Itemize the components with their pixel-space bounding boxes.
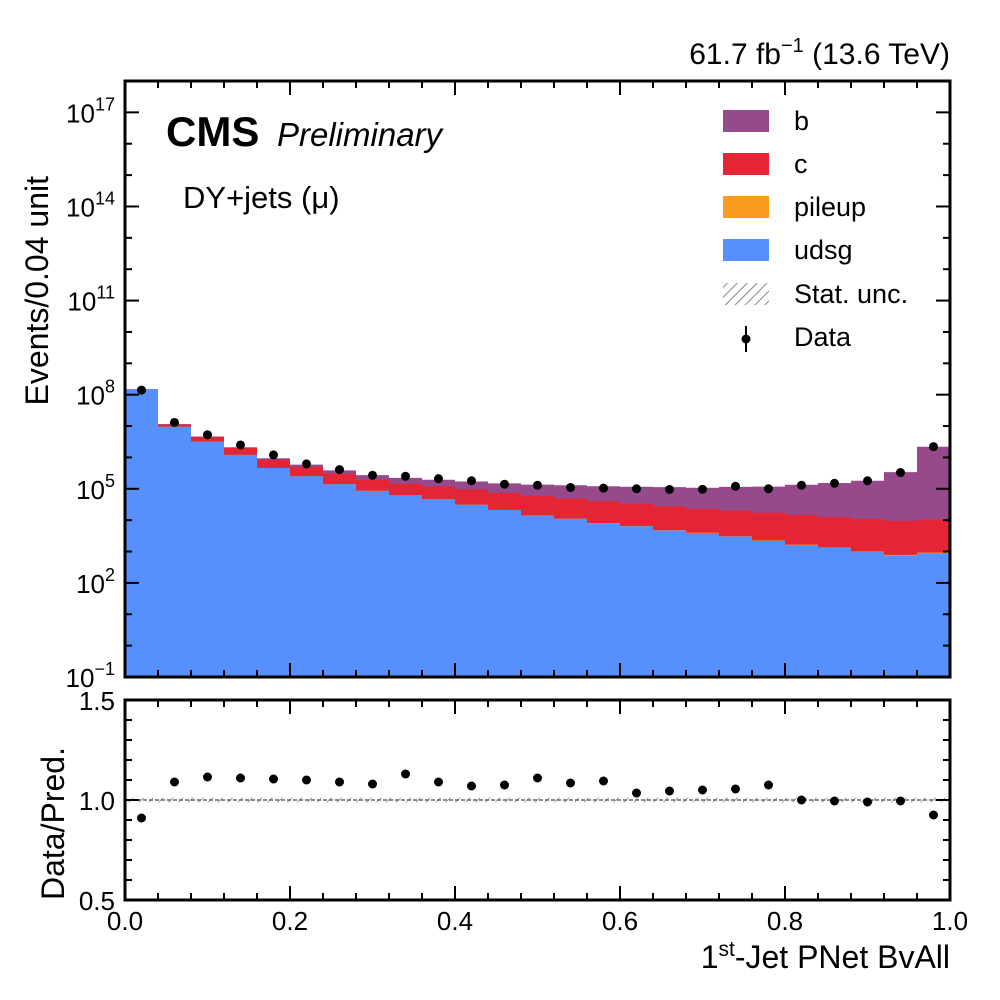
ratio-point [929, 810, 938, 820]
data-point [302, 459, 311, 469]
legend-swatch-stat-unc [723, 283, 769, 305]
data-point [698, 484, 707, 494]
ratio-point [467, 781, 476, 791]
main-y-axis: 1017 1014 1011 108 105 102 10−1 [66, 80, 951, 693]
data-point [863, 476, 872, 486]
data-point [335, 465, 344, 475]
data-point [566, 482, 575, 492]
ratio-point [830, 796, 839, 806]
data-point [764, 484, 773, 494]
ratio-point [434, 777, 443, 787]
ratio-point [632, 788, 641, 798]
ratio-points [137, 769, 938, 823]
y-tick-label: 105 [76, 471, 115, 505]
ratio-axes: 0.5 1.0 1.5 0.0 0.2 0.4 0.6 0.8 1.0 [79, 686, 968, 936]
ratio-point [566, 778, 575, 788]
ratio-point [533, 773, 542, 783]
data-point [467, 476, 476, 486]
ratio-point [896, 796, 905, 806]
ratio-point [302, 775, 311, 785]
data-point [533, 480, 542, 490]
ratio-y-tick-label: 1.0 [79, 786, 115, 816]
ratio-point [500, 780, 509, 790]
ratio-point [269, 774, 278, 784]
ratio-point [764, 780, 773, 790]
ratio-point [368, 779, 377, 789]
channel-label: DY+jets (μ) [183, 180, 340, 215]
legend-label-udsg: udsg [794, 235, 853, 265]
data-point [797, 480, 806, 490]
legend-label-data: Data [794, 322, 852, 352]
ratio-point [863, 797, 872, 807]
legend-data-marker [741, 334, 751, 344]
y-tick-label: 102 [76, 565, 115, 599]
data-point [665, 484, 674, 494]
stat-unc-band [125, 797, 950, 803]
x-tick-label: 0.6 [602, 906, 638, 936]
data-point [368, 470, 377, 480]
data-point [731, 481, 740, 491]
y-axis-title: Events/0.04 unit [19, 176, 55, 406]
ratio-point [137, 813, 146, 823]
ratio-point [203, 772, 212, 782]
data-point [203, 430, 212, 440]
legend-swatch-pileup [723, 196, 769, 218]
y-tick-label: 1014 [66, 188, 115, 222]
ratio-y-tick-label: 1.5 [79, 686, 115, 716]
x-tick-label: 0.2 [272, 906, 308, 936]
data-point [500, 479, 509, 489]
data-point [434, 474, 443, 484]
x-tick-label: 1.0 [932, 906, 968, 936]
x-tick-label: 0.4 [437, 906, 473, 936]
y-tick-label: 1011 [67, 283, 115, 317]
x-tick-label: 0.0 [107, 906, 143, 936]
legend-swatch-udsg [723, 239, 769, 261]
ratio-point [335, 777, 344, 787]
y-tick-label: 1017 [66, 94, 115, 128]
x-axis-title: 1st-Jet PNet BvAll [701, 938, 950, 975]
ratio-point [401, 769, 410, 779]
data-point [632, 484, 641, 494]
legend-label-b: b [794, 106, 809, 136]
data-point [269, 450, 278, 460]
luminosity-label: 61.7 fb−1 (13.6 TeV) [689, 35, 950, 71]
ratio-point [665, 786, 674, 796]
ratio-point [797, 795, 806, 805]
ratio-y-tick-label: 0.5 [79, 886, 115, 916]
y-tick-label: 10−1 [66, 659, 115, 693]
x-tick-label: 0.8 [767, 906, 803, 936]
legend-swatch-c [723, 153, 769, 175]
stack-udsg [125, 389, 950, 677]
ratio-point [236, 773, 245, 783]
legend-label-pileup: pileup [794, 192, 866, 222]
ratio-point [170, 777, 179, 787]
legend: b c pileup udsg Stat. unc. Data [723, 106, 908, 352]
data-point [929, 442, 938, 452]
data-point [170, 417, 179, 427]
y-tick-label: 108 [76, 377, 115, 411]
preliminary-label: Preliminary [277, 116, 445, 153]
data-point [830, 478, 839, 488]
legend-label-c: c [794, 149, 808, 179]
ratio-point [698, 785, 707, 795]
data-point [599, 483, 608, 493]
ratio-point [599, 776, 608, 786]
ratio-reference-line [125, 797, 950, 803]
data-point [896, 468, 905, 478]
data-point [137, 385, 146, 395]
ratio-y-axis-title: Data/Pred. [35, 747, 71, 900]
data-point [236, 440, 245, 450]
data-point [401, 471, 410, 481]
stacked-histogram [125, 389, 950, 677]
cms-label: CMS [166, 108, 259, 155]
main-panel-frame [123, 79, 952, 679]
legend-swatch-b [723, 110, 769, 132]
legend-label-stat-unc: Stat. unc. [794, 279, 908, 309]
ratio-point [731, 784, 740, 794]
data-points-main [137, 385, 938, 494]
